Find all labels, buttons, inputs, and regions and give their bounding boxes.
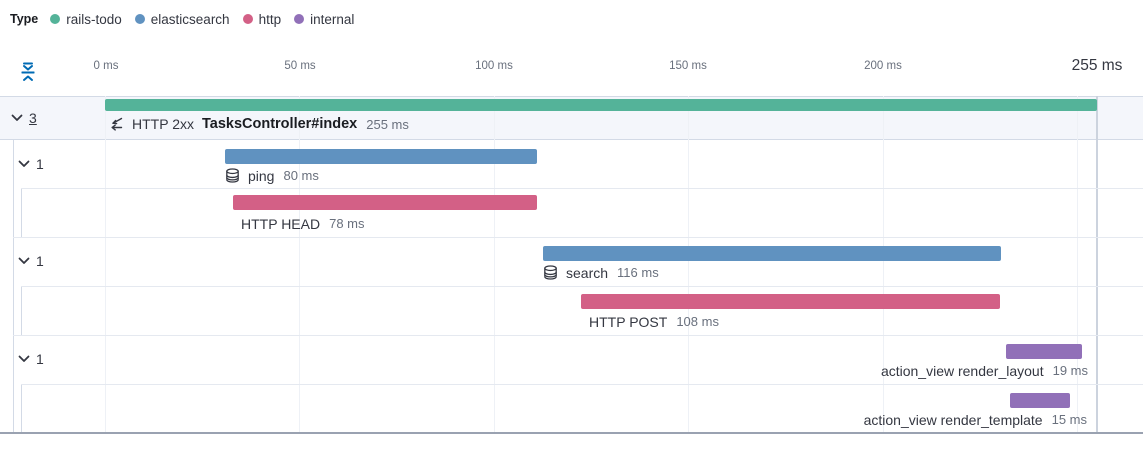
group-connector-line bbox=[13, 140, 14, 433]
child-connector-line bbox=[21, 188, 22, 237]
span-name: HTTP POST bbox=[589, 313, 668, 330]
span-accordion-toggle-search[interactable]: 1 bbox=[17, 237, 44, 285]
span-label-search[interactable]: search 116 ms bbox=[543, 264, 659, 281]
legend-label: internal bbox=[310, 11, 355, 27]
collapse-all-button[interactable] bbox=[15, 59, 41, 85]
span-name: ping bbox=[248, 167, 275, 184]
gridline-100ms bbox=[494, 96, 495, 433]
span-label-ping[interactable]: ping 80 ms bbox=[225, 167, 319, 184]
transaction-accordion-toggle[interactable]: 3 bbox=[10, 96, 37, 140]
legend-label: elasticsearch bbox=[150, 11, 230, 27]
axis-tick-0ms: 0 ms bbox=[93, 60, 119, 72]
legend-dot-rails-todo bbox=[50, 14, 61, 24]
transaction-name: TasksController#index bbox=[201, 116, 358, 132]
span-label-http-post[interactable]: HTTP POST 108 ms bbox=[589, 313, 719, 330]
child-count[interactable]: 1 bbox=[36, 351, 44, 367]
span-duration: 15 ms bbox=[1051, 412, 1087, 427]
fold-icon bbox=[17, 61, 39, 83]
legend-item-rails-todo: rails-todo bbox=[50, 12, 122, 27]
chevron-down-icon bbox=[10, 111, 24, 125]
span-bar-search[interactable] bbox=[543, 246, 1001, 261]
span-name: action_view render_layout bbox=[880, 362, 1044, 379]
chevron-down-icon bbox=[17, 352, 31, 366]
legend-dot-internal bbox=[294, 14, 305, 24]
gridline-0ms bbox=[105, 96, 106, 433]
database-icon bbox=[225, 168, 240, 183]
gridline-200ms bbox=[883, 96, 884, 433]
child-connector-line bbox=[21, 286, 22, 335]
span-name: HTTP HEAD bbox=[241, 215, 321, 232]
chevron-down-icon bbox=[17, 157, 31, 171]
gridline-50ms bbox=[299, 96, 300, 433]
type-legend: Type rails-todo elasticsearch http inter… bbox=[10, 8, 367, 30]
legend-item-http: http bbox=[242, 11, 282, 27]
child-count[interactable]: 1 bbox=[36, 253, 44, 269]
row-separator bbox=[13, 237, 1143, 238]
axis-end-label: 255 ms bbox=[1071, 57, 1123, 74]
row-separator bbox=[21, 188, 1143, 189]
axis-tick-150ms: 150 ms bbox=[669, 60, 707, 72]
span-bar-render-layout[interactable] bbox=[1006, 344, 1082, 359]
row-separator bbox=[21, 286, 1143, 287]
trace-end-marker bbox=[1096, 96, 1098, 433]
span-duration: 108 ms bbox=[676, 314, 719, 329]
row-separator bbox=[21, 384, 1143, 385]
legend-title: Type bbox=[10, 12, 39, 26]
span-bar-http-head[interactable] bbox=[233, 195, 537, 210]
child-count[interactable]: 1 bbox=[36, 156, 44, 172]
axis-tick-100ms: 100 ms bbox=[475, 60, 513, 72]
span-duration: 116 ms bbox=[617, 265, 659, 280]
chevron-down-icon bbox=[17, 254, 31, 268]
span-name: search bbox=[566, 264, 609, 281]
transaction-result: HTTP 2xx bbox=[132, 116, 194, 132]
span-label-render-template[interactable]: action_view render_template 15 ms bbox=[864, 411, 1087, 428]
legend-label: rails-todo bbox=[66, 11, 122, 27]
gridline-150ms bbox=[688, 96, 689, 433]
legend-item-internal: internal bbox=[294, 12, 354, 27]
span-duration: 78 ms bbox=[329, 216, 365, 231]
legend-label: http bbox=[258, 11, 282, 27]
transaction-duration: 255 ms bbox=[366, 116, 409, 132]
database-icon bbox=[543, 265, 558, 280]
transaction-bar[interactable] bbox=[105, 99, 1097, 111]
span-name: action_view render_template bbox=[863, 411, 1043, 428]
legend-item-elasticsearch: elasticsearch bbox=[134, 11, 230, 27]
span-accordion-toggle-ping[interactable]: 1 bbox=[17, 140, 44, 188]
span-duration: 19 ms bbox=[1052, 363, 1088, 378]
span-bar-http-post[interactable] bbox=[581, 294, 1000, 309]
span-duration: 80 ms bbox=[283, 168, 319, 183]
child-count[interactable]: 3 bbox=[29, 110, 37, 126]
span-bar-render-template[interactable] bbox=[1010, 393, 1070, 408]
row-separator bbox=[13, 335, 1143, 336]
axis-tick-50ms: 50 ms bbox=[284, 60, 316, 72]
legend-dot-http bbox=[242, 14, 253, 24]
waterfall-bottom-border bbox=[0, 432, 1143, 434]
span-label-render-layout[interactable]: action_view render_layout 19 ms bbox=[881, 362, 1088, 379]
child-connector-line bbox=[21, 384, 22, 433]
legend-dot-elasticsearch bbox=[134, 14, 145, 24]
transaction-icon bbox=[108, 116, 124, 132]
span-bar-ping[interactable] bbox=[225, 149, 537, 164]
gridline-250ms bbox=[1077, 96, 1078, 433]
axis-tick-200ms: 200 ms bbox=[864, 60, 902, 72]
span-label-http-head[interactable]: HTTP HEAD 78 ms bbox=[241, 215, 365, 232]
span-accordion-toggle-render-layout[interactable]: 1 bbox=[17, 335, 44, 383]
transaction-label[interactable]: HTTP 2xx TasksController#index 255 ms bbox=[108, 115, 409, 133]
